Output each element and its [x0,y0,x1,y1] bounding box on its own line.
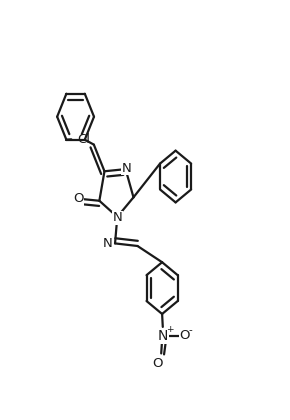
Text: O: O [73,192,84,205]
Text: N: N [103,236,112,249]
Text: N: N [113,211,122,224]
Text: Cl: Cl [77,133,90,145]
Text: O: O [152,357,163,370]
Text: N: N [158,329,168,343]
Text: -: - [189,325,193,335]
Text: N: N [121,162,131,175]
Text: O: O [180,329,190,342]
Text: +: + [166,325,173,334]
